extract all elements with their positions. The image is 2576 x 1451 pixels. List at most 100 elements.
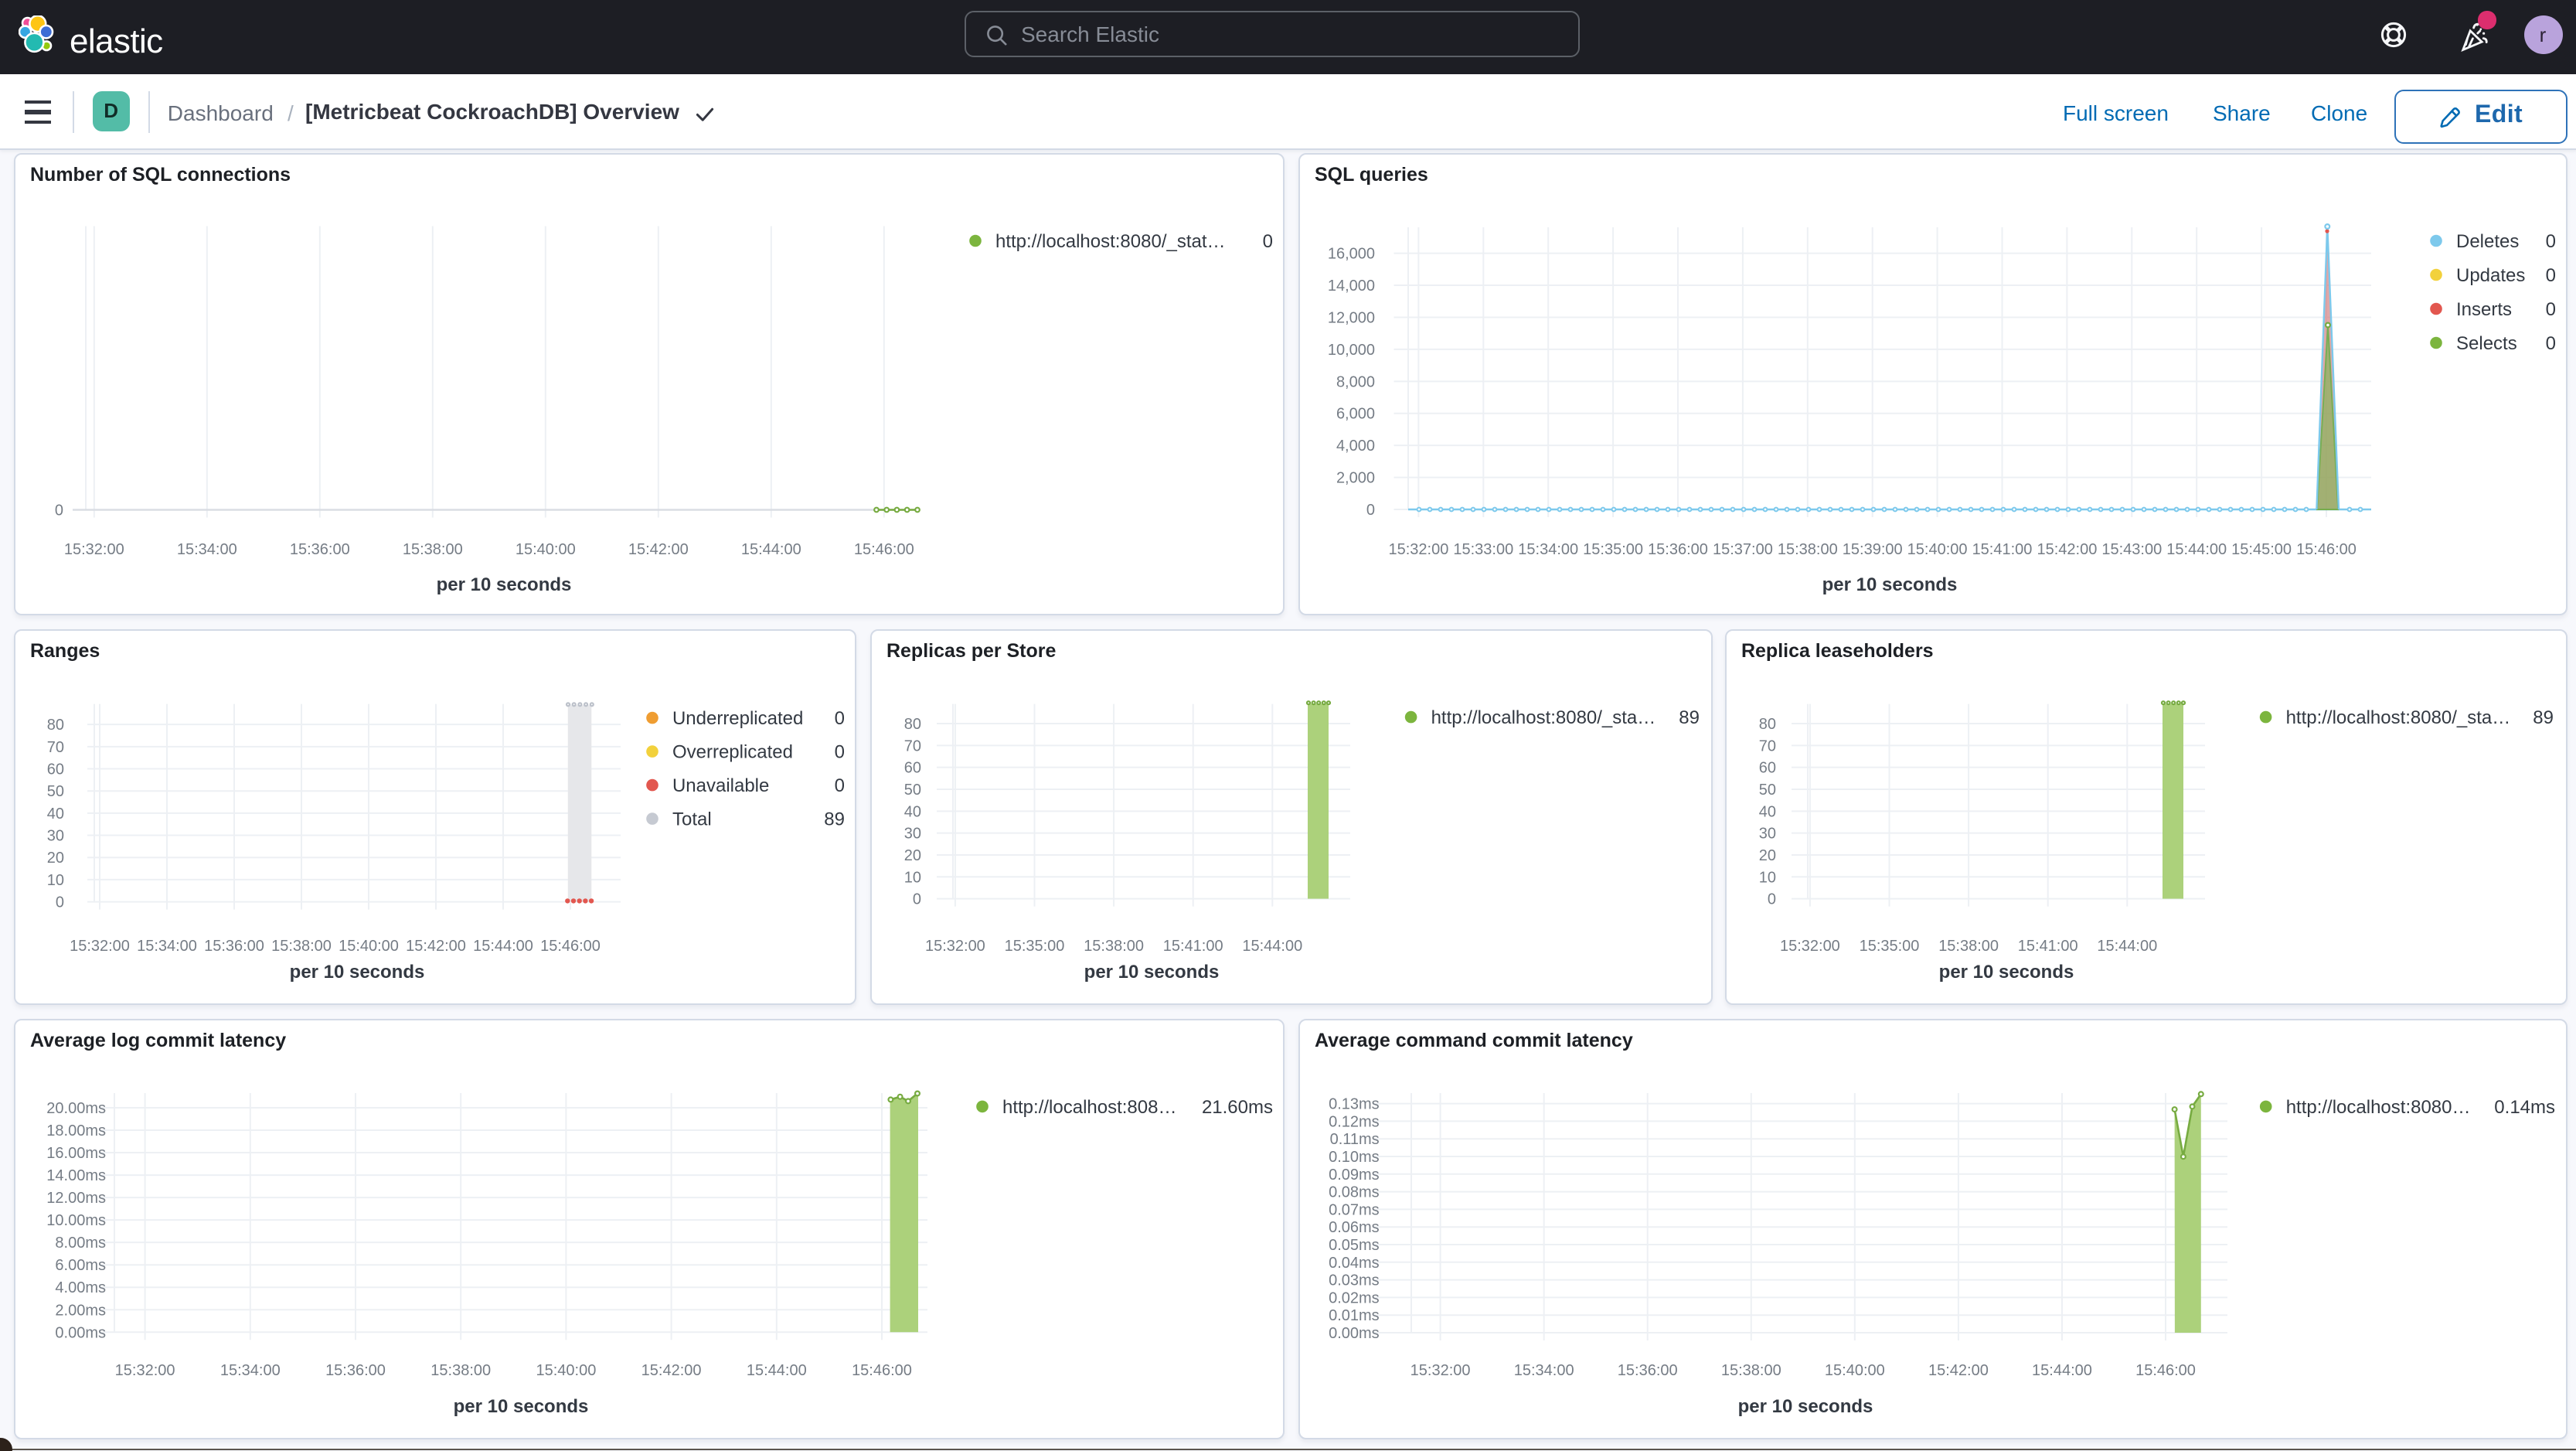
- svg-text:15:32:00: 15:32:00: [1411, 1362, 1471, 1379]
- svg-text:15:44:00: 15:44:00: [2032, 1362, 2092, 1379]
- svg-text:0.04ms: 0.04ms: [1329, 1255, 1380, 1272]
- svg-text:http://localhost:8080/_stat…: http://localhost:8080/_stat…: [995, 231, 1225, 252]
- svg-text:15:38:00: 15:38:00: [402, 542, 462, 559]
- svg-text:15:38:00: 15:38:00: [1778, 542, 1838, 559]
- svg-text:8,000: 8,000: [1336, 374, 1375, 391]
- svg-text:15:40:00: 15:40:00: [338, 937, 398, 954]
- svg-text:15:38:00: 15:38:00: [1938, 937, 1999, 954]
- svg-text:0: 0: [2546, 265, 2556, 286]
- svg-text:15:41:00: 15:41:00: [2018, 937, 2078, 954]
- svg-text:15:42:00: 15:42:00: [628, 542, 688, 559]
- svg-text:8.00ms: 8.00ms: [54, 1235, 105, 1252]
- svg-text:70: 70: [1759, 737, 1776, 754]
- svg-text:0.12ms: 0.12ms: [1329, 1113, 1380, 1130]
- svg-text:15:42:00: 15:42:00: [641, 1362, 701, 1379]
- svg-text:http://localhost:8080/_sta…: http://localhost:8080/_sta…: [1431, 707, 1656, 727]
- svg-text:20: 20: [46, 850, 63, 867]
- svg-text:15:32:00: 15:32:00: [1388, 542, 1448, 559]
- svg-text:20.00ms: 20.00ms: [46, 1100, 105, 1117]
- svg-text:21.60ms: 21.60ms: [1201, 1097, 1272, 1118]
- svg-text:89: 89: [2533, 707, 2554, 727]
- svg-text:0: 0: [2546, 299, 2556, 320]
- svg-text:15:44:00: 15:44:00: [740, 542, 801, 559]
- svg-text:20: 20: [1759, 846, 1776, 863]
- svg-text:http://localhost:8080…: http://localhost:8080…: [2286, 1097, 2471, 1118]
- svg-text:18.00ms: 18.00ms: [46, 1122, 105, 1139]
- svg-text:0.10ms: 0.10ms: [1329, 1149, 1380, 1166]
- svg-text:15:34:00: 15:34:00: [176, 542, 237, 559]
- svg-text:Inserts: Inserts: [2456, 299, 2512, 320]
- svg-text:15:42:00: 15:42:00: [405, 937, 465, 954]
- svg-text:10: 10: [1759, 869, 1776, 886]
- svg-text:15:44:00: 15:44:00: [1241, 937, 1302, 954]
- svg-text:15:32:00: 15:32:00: [924, 937, 985, 954]
- svg-text:15:39:00: 15:39:00: [1843, 542, 1903, 559]
- svg-text:SQL queries: SQL queries: [1315, 165, 1428, 186]
- svg-text:15:40:00: 15:40:00: [535, 1362, 595, 1379]
- svg-text:70: 70: [46, 738, 63, 755]
- svg-text:15:36:00: 15:36:00: [325, 1362, 385, 1379]
- svg-text:per 10 seconds: per 10 seconds: [1738, 1396, 1873, 1417]
- svg-text:10,000: 10,000: [1328, 342, 1375, 359]
- svg-text:16.00ms: 16.00ms: [46, 1145, 105, 1162]
- svg-text:15:38:00: 15:38:00: [430, 1362, 490, 1379]
- svg-text:15:38:00: 15:38:00: [271, 937, 331, 954]
- svg-text:40: 40: [46, 805, 63, 822]
- svg-text:0: 0: [54, 502, 63, 519]
- svg-text:10.00ms: 10.00ms: [46, 1212, 105, 1229]
- svg-text:15:46:00: 15:46:00: [2135, 1362, 2196, 1379]
- svg-text:0.08ms: 0.08ms: [1329, 1184, 1380, 1201]
- svg-text:0: 0: [1366, 502, 1375, 519]
- svg-text:4.00ms: 4.00ms: [54, 1279, 105, 1296]
- svg-text:Replicas per Store: Replicas per Store: [886, 639, 1055, 661]
- svg-text:70: 70: [903, 737, 920, 754]
- svg-text:15:38:00: 15:38:00: [1721, 1362, 1781, 1379]
- svg-text:15:32:00: 15:32:00: [114, 1362, 175, 1379]
- svg-text:0.03ms: 0.03ms: [1329, 1272, 1380, 1289]
- svg-text:0: 0: [834, 775, 844, 795]
- svg-text:15:38:00: 15:38:00: [1083, 937, 1143, 954]
- svg-text:0: 0: [2546, 231, 2556, 252]
- svg-text:15:35:00: 15:35:00: [1860, 937, 1920, 954]
- svg-text:15:32:00: 15:32:00: [63, 542, 124, 559]
- svg-text:15:40:00: 15:40:00: [515, 542, 575, 559]
- svg-text:15:44:00: 15:44:00: [2097, 937, 2157, 954]
- svg-text:60: 60: [46, 761, 63, 778]
- svg-text:2.00ms: 2.00ms: [54, 1302, 105, 1319]
- svg-text:per 10 seconds: per 10 seconds: [1084, 961, 1219, 982]
- svg-text:15:37:00: 15:37:00: [1713, 542, 1773, 559]
- svg-text:Updates: Updates: [2456, 265, 2525, 286]
- svg-text:15:33:00: 15:33:00: [1453, 542, 1513, 559]
- svg-text:0: 0: [1768, 891, 1776, 908]
- svg-text:15:34:00: 15:34:00: [136, 937, 196, 954]
- svg-text:15:36:00: 15:36:00: [1648, 542, 1708, 559]
- svg-text:15:35:00: 15:35:00: [1004, 937, 1064, 954]
- svg-text:30: 30: [46, 827, 63, 844]
- svg-text:80: 80: [46, 717, 63, 734]
- svg-text:14.00ms: 14.00ms: [46, 1167, 105, 1184]
- svg-text:Ranges: Ranges: [29, 639, 99, 661]
- svg-text:15:40:00: 15:40:00: [1825, 1362, 1885, 1379]
- svg-text:15:46:00: 15:46:00: [539, 937, 600, 954]
- svg-text:40: 40: [1759, 803, 1776, 820]
- svg-text:2,000: 2,000: [1336, 470, 1375, 487]
- svg-text:50: 50: [46, 783, 63, 800]
- svg-text:http://localhost:8080/_sta…: http://localhost:8080/_sta…: [2286, 707, 2511, 727]
- svg-text:15:32:00: 15:32:00: [69, 937, 129, 954]
- svg-text:15:36:00: 15:36:00: [203, 937, 264, 954]
- svg-text:0.00ms: 0.00ms: [54, 1324, 105, 1341]
- svg-text:15:32:00: 15:32:00: [1780, 937, 1840, 954]
- svg-text:per 10 seconds: per 10 seconds: [453, 1396, 588, 1417]
- svg-text:0.14ms: 0.14ms: [2494, 1097, 2555, 1118]
- svg-text:15:46:00: 15:46:00: [2296, 542, 2357, 559]
- svg-text:0.09ms: 0.09ms: [1329, 1167, 1380, 1184]
- svg-text:0.11ms: 0.11ms: [1330, 1131, 1380, 1148]
- svg-text:50: 50: [903, 781, 920, 798]
- svg-text:15:34:00: 15:34:00: [219, 1362, 280, 1379]
- svg-text:0: 0: [912, 891, 920, 908]
- svg-text:15:40:00: 15:40:00: [1907, 542, 1968, 559]
- svg-text:Total: Total: [672, 809, 711, 829]
- svg-text:10: 10: [46, 871, 63, 888]
- svg-text:0.01ms: 0.01ms: [1329, 1307, 1380, 1324]
- svg-text:15:45:00: 15:45:00: [2231, 542, 2292, 559]
